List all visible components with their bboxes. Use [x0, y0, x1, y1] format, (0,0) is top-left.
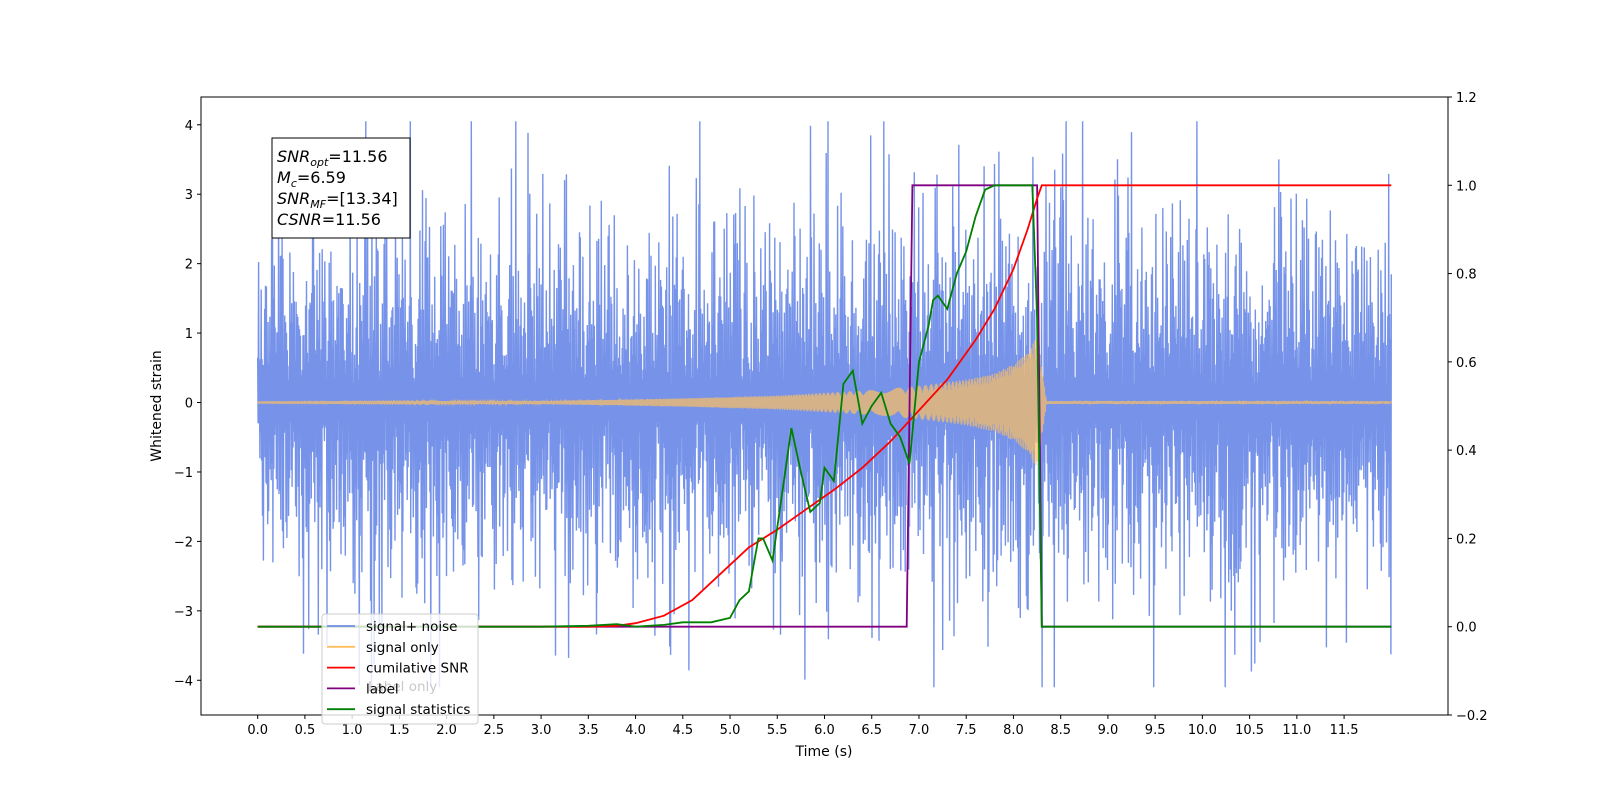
x-tick-label: 8.0 — [1003, 723, 1024, 738]
x-tick-label: 10.0 — [1188, 723, 1217, 738]
y-axis-left: −4 −3 −2 −1 0 1 2 3 4 — [174, 119, 201, 690]
y2-tick-label: 0.2 — [1456, 532, 1477, 547]
series-layer — [258, 121, 1392, 687]
legend-label: signal only — [366, 640, 439, 656]
x-tick-label: 5.5 — [767, 723, 788, 738]
x-tick-label: 6.5 — [861, 723, 882, 738]
y2-tick-label: 0.4 — [1456, 444, 1477, 459]
x-tick-label: 9.5 — [1145, 723, 1166, 738]
annotation-box: SNRopt=11.56Mc=6.59SNRMF=[13.34]CSNR=11.… — [272, 138, 410, 238]
annotation-line: SNRopt=11.56 — [277, 147, 388, 169]
x-tick-label: 6.0 — [814, 723, 835, 738]
x-tick-label: 4.0 — [625, 723, 646, 738]
x-tick-label: 7.5 — [956, 723, 977, 738]
x-tick-label: 1.5 — [389, 723, 410, 738]
x-tick-label: 0.0 — [247, 723, 268, 738]
y2-tick-label: 1.0 — [1456, 179, 1477, 194]
legend-label: label — [366, 681, 399, 697]
y2-tick-label: 0.6 — [1456, 356, 1477, 371]
x-tick-label: 3.5 — [578, 723, 599, 738]
annotation-line: CSNR=11.56 — [277, 210, 381, 229]
x-tick-label: 11.5 — [1330, 723, 1359, 738]
legend-label: signal statistics — [366, 702, 470, 718]
x-tick-label: 10.5 — [1235, 723, 1264, 738]
y2-tick-label: 1.2 — [1456, 91, 1477, 106]
y-tick-label: 0 — [185, 397, 193, 412]
legend-label: signal+ noise — [366, 619, 457, 635]
y-tick-label: 1 — [185, 327, 193, 342]
y-tick-label: 2 — [185, 258, 193, 273]
y-tick-label: −4 — [174, 674, 193, 689]
y-axis-right: −0.2 0.0 0.2 0.4 0.6 0.8 1.0 1.2 — [1448, 91, 1488, 724]
y2-tick-label: 0.0 — [1456, 621, 1477, 636]
legend-label: cumilative SNR — [366, 661, 469, 677]
y-tick-label: −3 — [174, 605, 193, 620]
x-tick-label: 5.0 — [720, 723, 741, 738]
y-tick-label: −2 — [174, 535, 193, 550]
x-tick-label: 9.0 — [1098, 723, 1119, 738]
y-tick-label: 4 — [185, 119, 193, 134]
x-tick-label: 1.0 — [342, 723, 363, 738]
annotation-line: SNRMF=[13.34] — [277, 189, 398, 211]
x-tick-label: 11.0 — [1282, 723, 1311, 738]
y-tick-label: −1 — [174, 466, 193, 481]
y-axis-label: Whitened strain — [149, 350, 165, 461]
x-axis-label: Time (s) — [795, 744, 853, 760]
x-tick-label: 7.0 — [909, 723, 930, 738]
y2-tick-label: 0.8 — [1456, 268, 1477, 283]
y-tick-label: 3 — [185, 188, 193, 203]
x-tick-label: 2.0 — [436, 723, 457, 738]
x-tick-label: 8.5 — [1050, 723, 1071, 738]
y2-tick-label: −0.2 — [1456, 709, 1488, 724]
x-tick-label: 3.0 — [531, 723, 552, 738]
x-tick-label: 4.5 — [672, 723, 693, 738]
x-tick-label: 2.5 — [484, 723, 505, 738]
annotation-line: Mc=6.59 — [277, 168, 346, 190]
x-tick-label: 0.5 — [295, 723, 316, 738]
